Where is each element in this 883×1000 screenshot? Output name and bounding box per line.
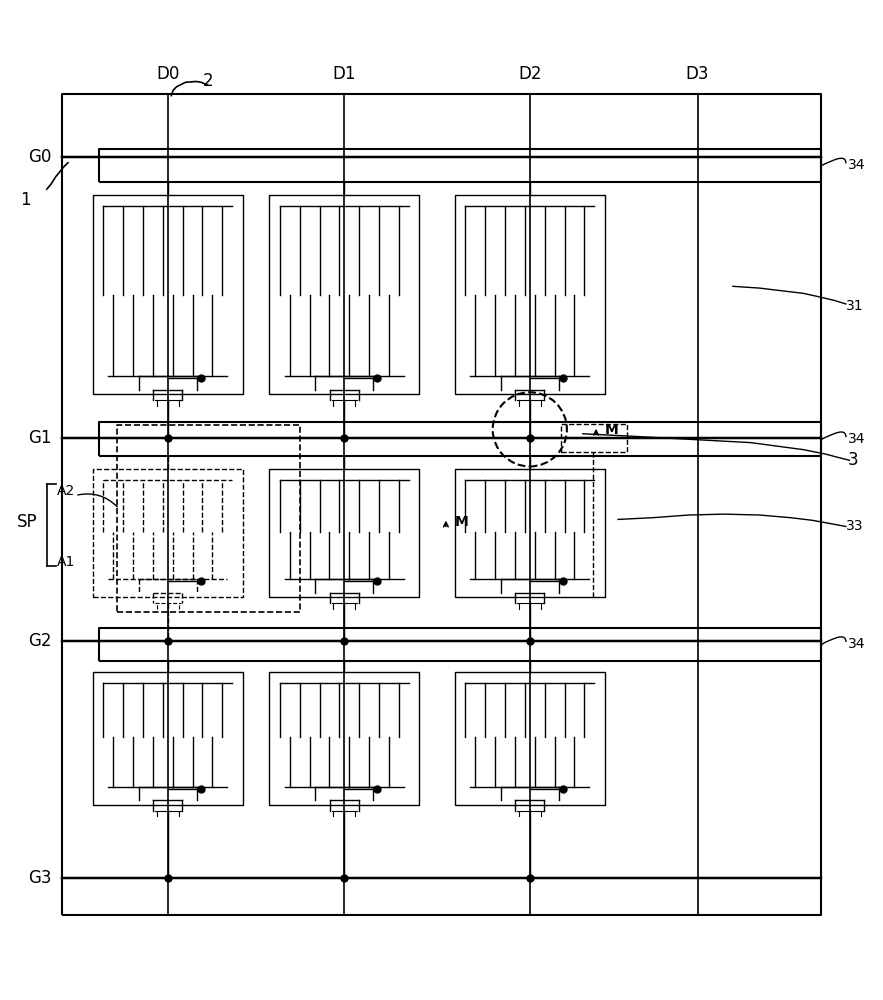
Text: G1: G1	[27, 429, 51, 447]
Text: 33: 33	[846, 519, 864, 533]
Text: 31: 31	[846, 299, 864, 313]
Text: SP: SP	[17, 513, 37, 531]
Text: G3: G3	[27, 869, 51, 887]
Text: 34: 34	[848, 158, 865, 172]
Text: 34: 34	[848, 637, 865, 651]
Text: M: M	[605, 423, 619, 437]
Text: A2: A2	[57, 484, 75, 498]
Text: 2: 2	[203, 72, 214, 90]
Text: D3: D3	[686, 65, 709, 83]
Text: G0: G0	[28, 148, 51, 166]
Text: 1: 1	[20, 191, 31, 209]
Text: A1: A1	[57, 555, 75, 569]
Text: D1: D1	[333, 65, 356, 83]
Text: D2: D2	[518, 65, 541, 83]
Text: M: M	[455, 515, 469, 529]
Text: D0: D0	[156, 65, 179, 83]
Text: 3: 3	[848, 451, 858, 469]
Text: G2: G2	[27, 632, 51, 650]
Text: 34: 34	[848, 432, 865, 446]
